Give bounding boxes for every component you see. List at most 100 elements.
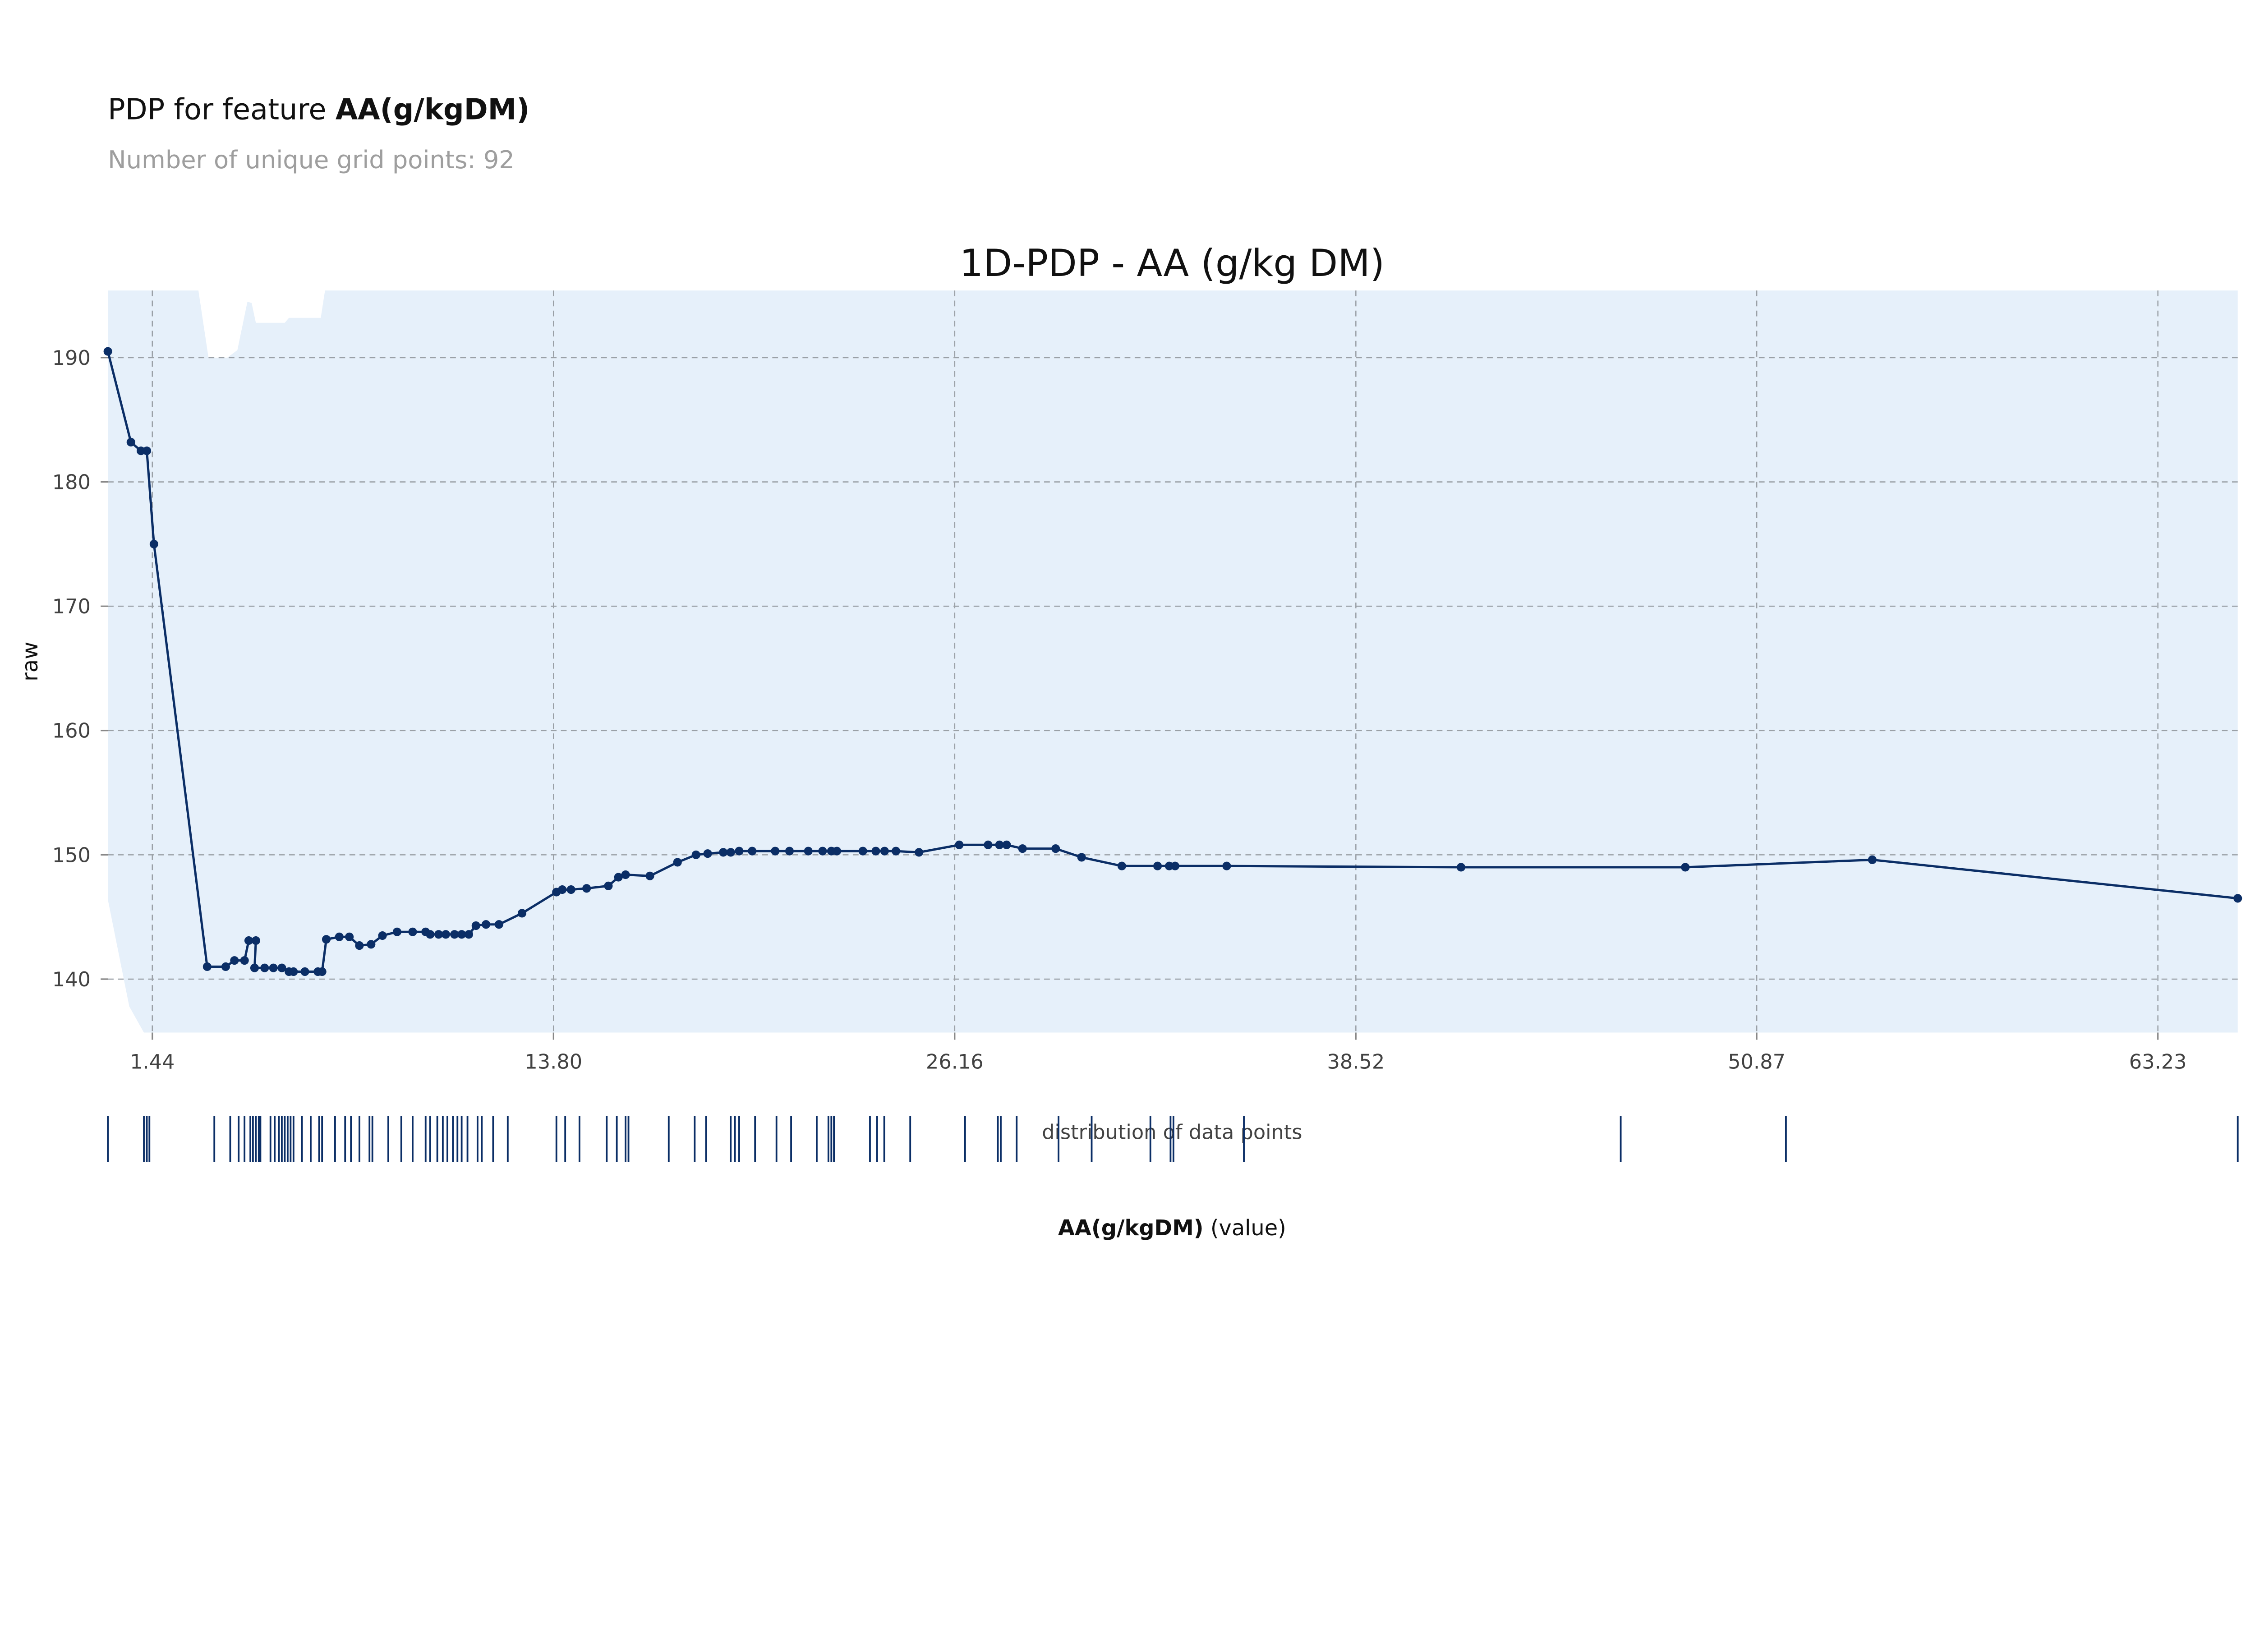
pdp-points xyxy=(103,347,2242,976)
chart-title: 1D-PDP - AA (g/kg DM) xyxy=(960,241,1385,285)
pdp-point xyxy=(408,927,417,936)
pdp-point xyxy=(1117,861,1127,870)
pdp-point xyxy=(858,847,867,856)
x-tick-label: 13.80 xyxy=(525,1050,582,1073)
pdp-point xyxy=(441,930,450,939)
pdp-point xyxy=(260,963,269,972)
pdp-point xyxy=(464,930,474,939)
pdp-point xyxy=(367,940,376,949)
pdp-point xyxy=(149,539,158,548)
pdp-point xyxy=(426,930,435,939)
pdp-point xyxy=(434,930,443,939)
pdp-point xyxy=(1170,861,1180,870)
pdp-point xyxy=(355,941,364,950)
rug-axis-label-unit: (value) xyxy=(1204,1216,1286,1241)
rug-plot xyxy=(107,1116,2239,1162)
x-ticks: 1.44 13.80 26.16 38.52 50.87 63.23 xyxy=(130,1032,2187,1073)
pdp-point xyxy=(748,847,757,856)
pdp-point xyxy=(915,848,924,857)
pdp-point xyxy=(673,858,682,867)
pdp-point xyxy=(289,967,298,976)
pdp-point xyxy=(614,873,623,882)
pdp-point xyxy=(984,840,993,849)
pdp-point xyxy=(103,347,112,356)
figure-title-prefix: PDP for feature xyxy=(108,93,336,127)
pdp-point xyxy=(1681,863,1690,872)
pdp-point xyxy=(1868,855,1877,865)
pdp-point xyxy=(244,936,253,945)
pdp-point xyxy=(322,935,331,944)
y-ticks: 140 150 160 170 180 190 xyxy=(52,346,108,991)
pdp-point xyxy=(482,920,491,929)
pdp-point xyxy=(250,963,259,972)
pdp-point xyxy=(277,963,286,972)
pdp-point xyxy=(457,930,466,939)
x-tick-label: 1.44 xyxy=(130,1050,175,1073)
x-tick-label: 63.23 xyxy=(2129,1050,2187,1073)
rug-axis-label-feature: AA(g/kgDM) xyxy=(1058,1216,1204,1241)
y-tick-label: 180 xyxy=(52,471,91,494)
pdp-point xyxy=(517,909,527,918)
pdp-point xyxy=(335,932,344,941)
y-tick-label: 150 xyxy=(52,843,91,867)
y-tick-label: 160 xyxy=(52,719,91,743)
confidence-band xyxy=(108,290,2238,1033)
pdp-point xyxy=(345,932,354,941)
pdp-point xyxy=(1018,844,1027,853)
pdp-point xyxy=(726,848,735,857)
rug-axis-label: AA(g/kgDM) (value) xyxy=(1058,1216,1286,1241)
pdp-point xyxy=(771,847,780,856)
figure-title: PDP for feature AA(g/kgDM) xyxy=(108,93,529,127)
pdp-point xyxy=(691,850,700,859)
pdp-point xyxy=(566,885,575,894)
pdp-point xyxy=(645,871,654,880)
pdp-point xyxy=(202,962,212,971)
pdp-point xyxy=(450,930,459,939)
pdp-point xyxy=(2233,894,2242,903)
pdp-point xyxy=(871,847,880,856)
pdp-point xyxy=(1222,861,1231,870)
pdp-point xyxy=(719,848,728,857)
pdp-point xyxy=(604,881,613,890)
pdp-point xyxy=(240,956,249,965)
y-tick-label: 140 xyxy=(52,968,91,991)
pdp-point xyxy=(300,967,309,976)
pdp-point xyxy=(1077,853,1086,862)
pdp-figure: PDP for feature AA(g/kgDM) Number of uni… xyxy=(18,93,2242,1241)
figure-subtitle: Number of unique grid points: 92 xyxy=(108,146,515,174)
pdp-point xyxy=(703,849,712,858)
pdp-point xyxy=(126,437,135,446)
pdp-point xyxy=(880,847,889,856)
pdp-point xyxy=(1153,861,1162,870)
x-tick-label: 50.87 xyxy=(1728,1050,1786,1073)
pdp-point xyxy=(269,963,278,972)
pdp-point xyxy=(955,840,964,849)
pdp-point xyxy=(621,870,630,879)
pdp-point xyxy=(378,931,387,940)
pdp-point xyxy=(1051,844,1060,853)
pdp-point xyxy=(558,885,567,894)
pdp-point xyxy=(1456,863,1466,872)
pdp-point xyxy=(735,847,744,856)
x-tick-label: 26.16 xyxy=(926,1050,984,1073)
pdp-point xyxy=(995,840,1004,849)
pdp-point xyxy=(785,847,794,856)
plot-area: 140 150 160 170 180 190 1.44 13.80 26.16 38.52 50… xyxy=(52,290,2242,1073)
pdp-point xyxy=(891,847,901,856)
pdp-point xyxy=(1002,840,1011,849)
rug-title: distribution of data points xyxy=(1042,1121,1302,1144)
pdp-point xyxy=(251,936,260,945)
pdp-point xyxy=(392,927,401,936)
pdp-point xyxy=(230,956,239,965)
pdp-point xyxy=(471,921,480,930)
figure-title-feature: AA(g/kgDM) xyxy=(336,93,529,127)
grid-lines xyxy=(108,290,2238,1033)
pdp-point xyxy=(142,446,152,456)
pdp-point xyxy=(804,847,813,856)
pdp-point xyxy=(221,962,230,971)
y-tick-label: 170 xyxy=(52,595,91,618)
pdp-point xyxy=(318,967,327,976)
pdp-point xyxy=(818,847,827,856)
y-axis-label: raw xyxy=(18,642,43,681)
y-tick-label: 190 xyxy=(52,346,91,370)
